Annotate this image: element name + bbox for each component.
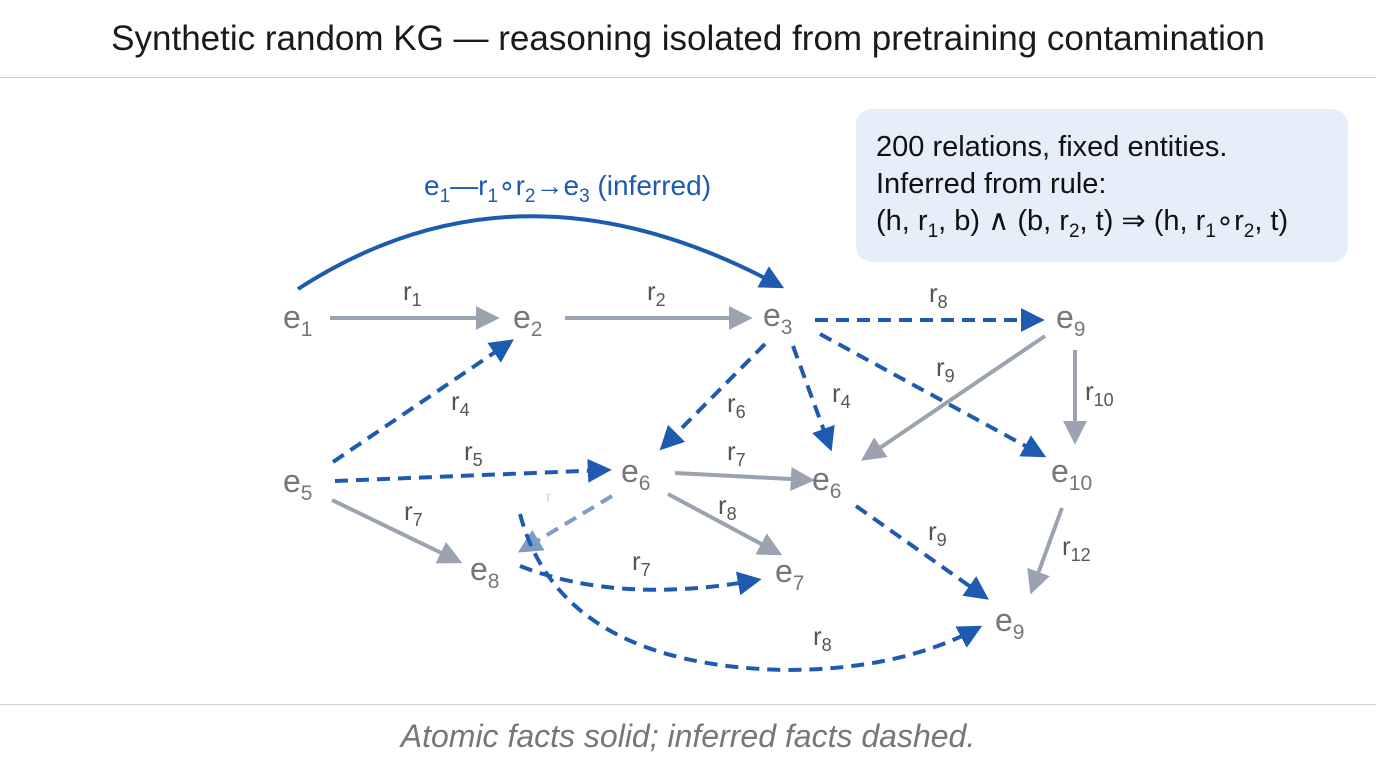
info-box: 200 relations, fixed entities. Inferred …	[856, 109, 1348, 262]
edge-atomic-e9-e6	[861, 334, 1047, 461]
relation-label-r8-mid: r8	[718, 490, 737, 524]
info-line-rule-intro: Inferred from rule:	[876, 168, 1107, 200]
edge-inferred-e5-e6	[334, 458, 612, 483]
node-e3: e3	[763, 297, 792, 339]
relation-label-r9-low: r9	[928, 516, 947, 550]
relation-label-r4-left: r4	[451, 386, 470, 420]
node-e9-bottom: e9	[995, 602, 1024, 644]
edge-inferred-e5-e2	[331, 339, 514, 464]
edge-inferred-e8-e9	[518, 513, 983, 673]
edge-atomic-e6-e7	[667, 492, 783, 556]
relation-label-r9-mid: r9	[936, 352, 955, 386]
info-rule-formula: (h, r1, b) ∧ (b, r2, t) ⇒ (h, r1∘r2, t)	[876, 205, 1289, 242]
info-line-relations: 200 relations, fixed entities.	[876, 131, 1228, 163]
edge-atomic-e10-e9	[1027, 507, 1064, 595]
relation-label-r12: r12	[1062, 531, 1091, 565]
node-e6-right: e6	[812, 461, 841, 503]
relation-label-r8-top: r8	[929, 278, 948, 312]
relation-label-r7-low: r7	[632, 546, 651, 580]
footer-caption: Atomic facts solid; inferred facts dashe…	[0, 704, 1376, 768]
node-e2: e2	[513, 299, 542, 341]
relation-label-r7-mid: r7	[727, 436, 746, 470]
edge-inferred-faded-e6-e8	[517, 494, 614, 553]
relation-label-r1: r1	[403, 276, 422, 310]
node-e8: e8	[470, 551, 499, 593]
relation-label-r7-left: r7	[404, 496, 423, 530]
relation-label-r5: r5	[464, 436, 483, 470]
node-e9-top: e9	[1056, 299, 1085, 341]
node-e6-left: e6	[621, 453, 650, 495]
edge-inferred-e3-e10	[819, 332, 1047, 458]
relation-label-r6: r6	[727, 388, 746, 422]
page-title: Synthetic random KG — reasoning isolated…	[0, 0, 1376, 78]
node-e7: e7	[775, 553, 804, 595]
node-e10: e10	[1051, 453, 1092, 495]
edge-atomic-e5-e8	[331, 498, 463, 564]
edge-atomic-e6-e6	[674, 467, 815, 491]
relation-label-r8-low: r8	[813, 621, 832, 655]
relation-label-r2: r2	[647, 276, 666, 310]
node-e5: e5	[283, 463, 312, 505]
relation-label-r10: r10	[1085, 376, 1114, 410]
inferred-arc-label: e1—r1∘r2→e3 (inferred)	[424, 170, 711, 207]
relation-label-r4-mid: r4	[832, 378, 851, 412]
node-e1: e1	[283, 299, 312, 341]
relation-label-faded: r	[546, 489, 552, 506]
edge-inferred-e6-e9	[854, 504, 989, 600]
edge-inferred-e3-e6-right	[791, 345, 835, 452]
edge-inferred-e3-e6-left	[659, 342, 767, 451]
edge-inferred-arc-e1-e3	[296, 214, 785, 291]
